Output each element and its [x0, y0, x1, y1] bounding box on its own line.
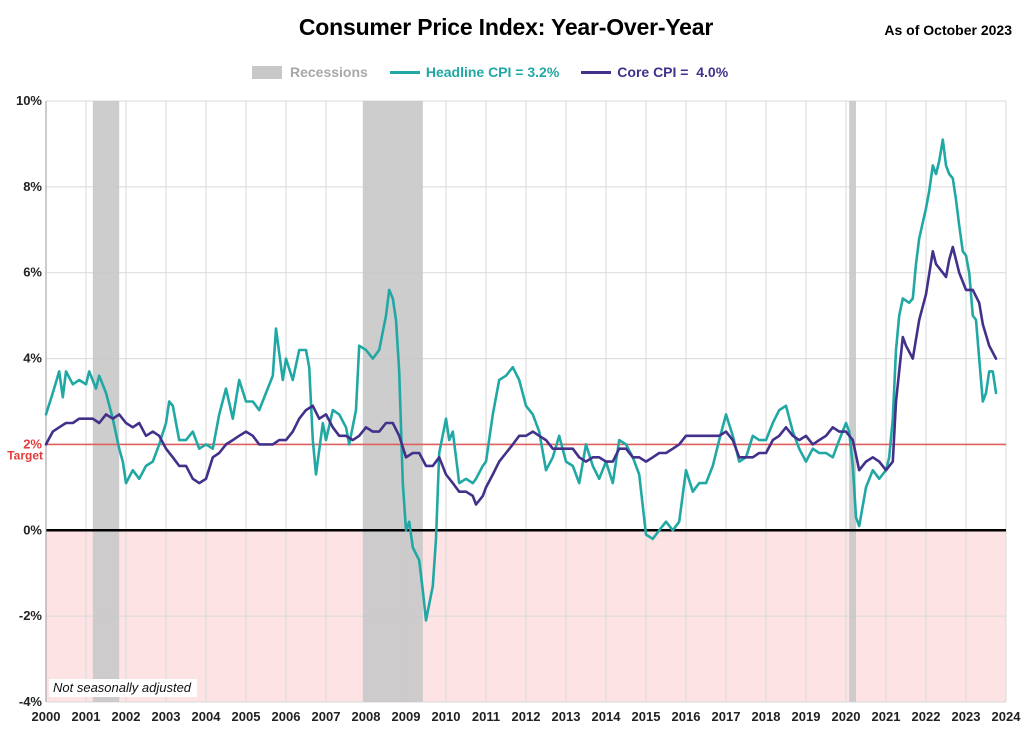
x-tick-label: 2001 — [72, 709, 101, 724]
y-tick-label: 8% — [23, 179, 42, 194]
chart-title: Consumer Price Index: Year-Over-Year — [298, 14, 714, 40]
x-tick-label: 2020 — [832, 709, 861, 724]
x-tick-label: 2014 — [592, 709, 622, 724]
x-tick-label: 2024 — [992, 709, 1022, 724]
y-tick-label: 10% — [16, 93, 42, 108]
recession-band — [92, 101, 120, 702]
core-cpi-line — [44, 245, 998, 506]
x-tick-label: 2008 — [352, 709, 381, 724]
legend-item-core: Core CPI = 4.0% — [581, 64, 728, 80]
x-tick-label: 2004 — [192, 709, 222, 724]
x-tick-label: 2010 — [432, 709, 461, 724]
x-tick-label: 2005 — [232, 709, 261, 724]
y-tick-label: -4% — [19, 694, 43, 709]
y-tick-label: 0% — [23, 522, 42, 537]
legend-item-recessions: Recessions — [252, 64, 368, 80]
x-tick-label: 2012 — [512, 709, 541, 724]
x-tick-label: 2006 — [272, 709, 301, 724]
x-tick-label: 2017 — [712, 709, 741, 724]
x-tick-label: 2018 — [752, 709, 781, 724]
x-tick-label: 2003 — [152, 709, 181, 724]
legend-item-headline: Headline CPI = 3.2% — [389, 64, 560, 80]
x-tick-label: 2019 — [792, 709, 821, 724]
x-tick-label: 2007 — [312, 709, 341, 724]
not-seasonally-adjusted-note: Not seasonally adjusted — [49, 679, 198, 697]
as-of-date: As of October 2023 — [884, 22, 1012, 38]
y-tick-label: 4% — [23, 351, 42, 366]
y-tick-label: 6% — [23, 265, 42, 280]
target-label: Target — [7, 448, 43, 462]
x-tick-label: 2000 — [32, 709, 61, 724]
x-tick-label: 2021 — [872, 709, 901, 724]
legend-label-core: Core CPI = 4.0% — [617, 64, 729, 80]
x-tick-label: 2015 — [632, 709, 661, 724]
x-tick-label: 2022 — [912, 709, 941, 724]
legend-label-recessions: Recessions — [290, 64, 368, 80]
legend-swatch-core — [581, 70, 612, 74]
x-tick-label: 2002 — [112, 709, 141, 724]
headline-cpi-line — [44, 138, 998, 622]
legend: Recessions Headline CPI = 3.2% Core CPI … — [252, 62, 750, 82]
x-tick-label: 2011 — [472, 709, 500, 724]
legend-swatch-recessions — [252, 65, 282, 79]
recession-band — [849, 101, 856, 702]
legend-swatch-headline — [389, 70, 420, 74]
recession-band — [362, 101, 423, 702]
x-tick-label: 2009 — [392, 709, 421, 724]
x-tick-label: 2016 — [672, 709, 701, 724]
x-tick-label: 2023 — [952, 709, 981, 724]
x-tick-label: 2013 — [552, 709, 581, 724]
y-tick-label: -2% — [19, 608, 43, 623]
legend-label-headline: Headline CPI = 3.2% — [425, 64, 560, 80]
y-tick-label: 2% — [23, 436, 42, 451]
